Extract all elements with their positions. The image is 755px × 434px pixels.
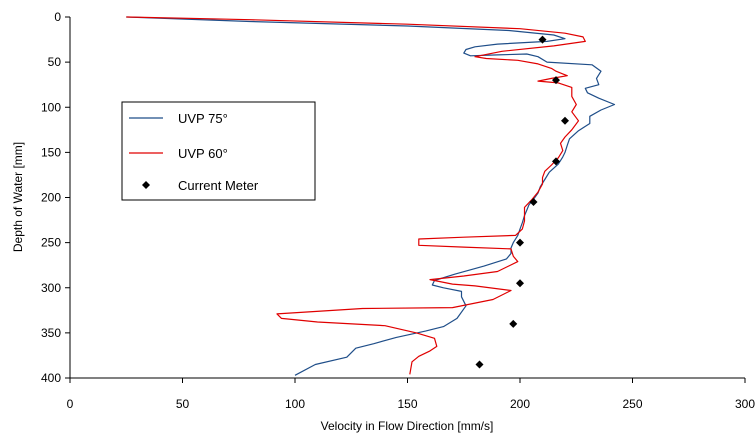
legend-box: [121, 101, 316, 201]
data-point-current-meter: [516, 279, 524, 288]
data-point-current-meter: [516, 238, 524, 247]
series-line-uvp-60: [126, 16, 586, 375]
series-line-uvp-75: [126, 16, 616, 376]
data-point-current-meter: [561, 116, 569, 125]
legend-label-uvp60: UVP 60°: [178, 146, 228, 161]
data-point-current-meter: [552, 76, 560, 85]
y-tick-label: 350: [41, 326, 61, 340]
x-tick-label: 50: [176, 397, 190, 411]
data-point-current-meter: [538, 35, 547, 44]
legend-label-current-meter: Current Meter: [178, 178, 259, 193]
data-point-current-meter: [529, 198, 538, 207]
data-point-current-meter: [475, 360, 484, 369]
legend-label-uvp75: UVP 75°: [178, 111, 228, 126]
x-tick-label: 150: [397, 397, 417, 411]
legend-swatch-current-meter: [142, 181, 150, 189]
x-tick-label: 250: [622, 397, 642, 411]
y-tick-label: 100: [41, 100, 61, 114]
legend: UVP 75° UVP 60° Current Meter: [121, 101, 316, 201]
y-tick-label: 50: [48, 55, 62, 69]
x-tick-label: 100: [285, 397, 305, 411]
y-tick-label: 400: [41, 371, 61, 385]
y-tick-label: 200: [41, 191, 61, 205]
x-tick-label: 200: [510, 397, 530, 411]
y-tick-label: 250: [41, 236, 61, 250]
ticks-layer: 0 50 100 150 200 250 300 0 50 100 150 200 250 300 350 4…: [41, 10, 755, 411]
y-tick-label: 300: [41, 281, 61, 295]
y-axis-label: Depth of Water [mm]: [11, 142, 25, 252]
x-axis-label: Velocity in Flow Direction [mm/s]: [321, 419, 494, 433]
plot-layer: [126, 16, 616, 376]
y-tick-label: 150: [41, 145, 61, 159]
y-tick-label: 0: [54, 10, 61, 24]
data-point-current-meter: [552, 157, 560, 166]
x-tick-label: 0: [67, 397, 74, 411]
data-point-current-meter: [509, 319, 518, 328]
x-tick-label: 300: [735, 397, 755, 411]
